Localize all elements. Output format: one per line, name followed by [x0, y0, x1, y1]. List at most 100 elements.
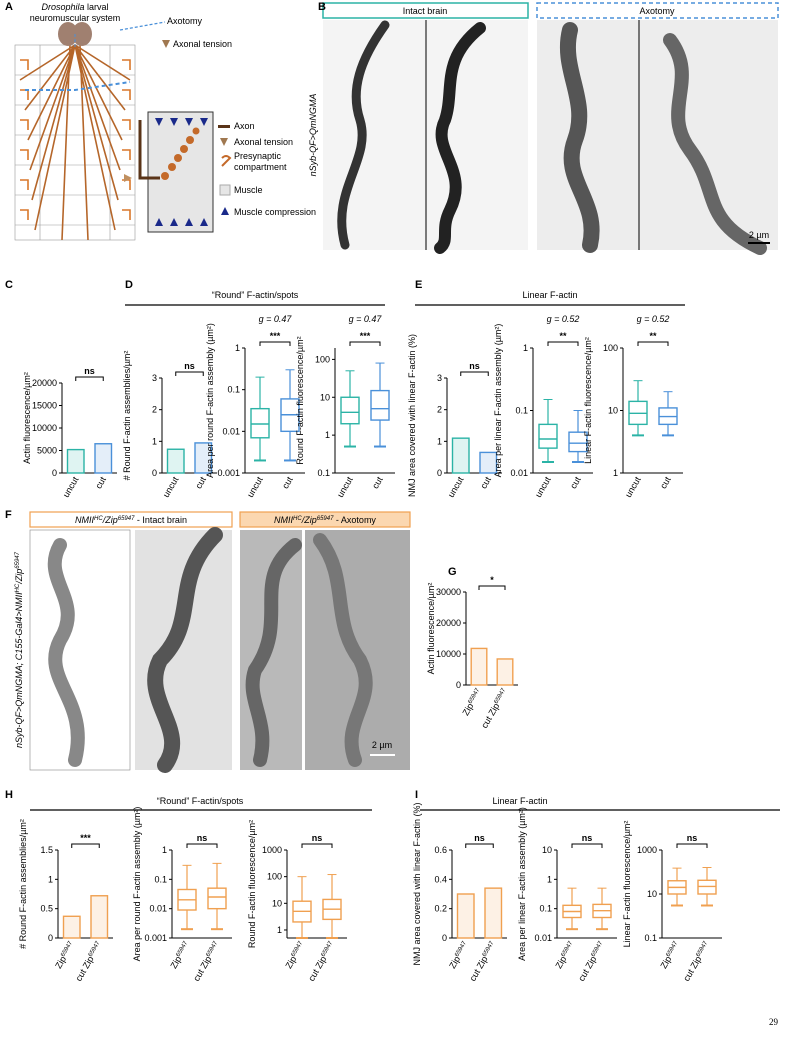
diagram-title: neuromuscular system [30, 13, 121, 23]
y-tick-label: 1.5 [40, 845, 53, 855]
box [250, 407, 270, 439]
x-tick-label: cut Zip65947 [479, 686, 510, 729]
header-box [536, 2, 779, 19]
header-text: Intact brain [403, 6, 448, 16]
y-tick-label: 0.1 [227, 385, 240, 395]
significance-label: ns [197, 833, 208, 843]
significance-bracket [460, 371, 489, 376]
bar [94, 443, 113, 474]
box [340, 396, 360, 425]
significance-label: ns [312, 833, 323, 843]
y-axis-label: Round F-actin fluorescence/µm² [247, 820, 257, 948]
body-outline [14, 44, 136, 241]
text-part: 65947 [291, 940, 305, 958]
bar [62, 915, 81, 939]
panel-letter: I [415, 789, 418, 801]
y-tick-label: 1 [523, 343, 528, 353]
y-tick-label: 15000 [32, 401, 57, 411]
y-tick-label: 0.2 [434, 904, 447, 914]
text-part: cut Zip [576, 954, 598, 982]
y-tick-label: 0.5 [40, 904, 53, 914]
y-tick-label: 0.6 [434, 845, 447, 855]
y-tick-label: 10 [272, 898, 282, 908]
text-part: - Axotomy [333, 515, 376, 525]
panel-letter: E [415, 279, 422, 291]
x-tick-label: uncut [335, 475, 355, 499]
significance-bracket [637, 341, 669, 346]
header-box [322, 2, 529, 19]
significance-bracket [75, 376, 104, 381]
significance-bracket [186, 843, 218, 848]
y-tick-label: 0 [152, 468, 157, 478]
text-part: /Zip [301, 515, 317, 525]
significance-label: * [490, 575, 494, 585]
bar [496, 658, 514, 686]
text-part: /Zip [14, 569, 24, 585]
y-tick-label: 1 [277, 925, 282, 935]
effect-size: g = 0.52 [637, 314, 670, 324]
header-box [29, 511, 233, 528]
text-part: 65947 [494, 687, 508, 705]
y-tick-label: 0 [442, 933, 447, 943]
x-tick-label: cut [658, 475, 673, 491]
y-tick-label: 0.001 [144, 933, 167, 943]
x-tick-label: uncut [161, 475, 181, 499]
header-text: NMIIHC/Zip65947 - Axotomy [274, 515, 376, 525]
legend-tension [220, 138, 228, 146]
text-part: cut Zip [479, 701, 501, 729]
text-part: cut Zip [306, 954, 328, 982]
legend-text: Muscle [234, 185, 263, 195]
bar [451, 437, 470, 474]
box [370, 389, 390, 421]
x-tick-label: uncut [446, 475, 466, 499]
legend-bouton [221, 155, 232, 167]
x-tick-label: Zip65947 [447, 939, 471, 970]
text-part: cut Zip [467, 954, 489, 982]
y-tick-label: 0.001 [217, 468, 240, 478]
x-tick-label: Zip65947 [283, 939, 307, 970]
panel-letter: A [5, 1, 13, 13]
legend-text: Muscle compression [234, 207, 316, 217]
y-tick-label: 0.01 [149, 904, 167, 914]
significance-bracket [571, 843, 603, 848]
micrographs-b [323, 20, 778, 255]
bar [484, 887, 503, 939]
significance-label: ns [469, 361, 480, 371]
panel-letter: C [5, 279, 13, 291]
significance-bracket [547, 341, 579, 346]
text-part: 65947 [482, 940, 496, 958]
nmjs [20, 59, 131, 220]
y-axis-label: Linear F-actin fluorescence/µm² [583, 337, 593, 464]
y-tick-label: 10 [647, 889, 657, 899]
y-tick-label: 5000 [37, 446, 57, 456]
x-tick-label: cut Zip65947 [576, 939, 607, 982]
text-part: 65947 [15, 551, 21, 568]
axotomy-pointer [119, 21, 166, 31]
x-tick-label: uncut [533, 475, 553, 499]
x-tick-label: uncut [61, 475, 81, 499]
text-part: 65947 [88, 940, 102, 958]
y-tick-label: 3 [437, 373, 442, 383]
y-axis-label: Actin fluorescence/µm² [22, 372, 32, 464]
brain [58, 22, 78, 46]
y-tick-label: 0.01 [222, 426, 240, 436]
legend-muscle [219, 184, 231, 196]
y-tick-label: 1 [152, 436, 157, 446]
inset-tension [124, 174, 132, 182]
text-part: larval [85, 2, 109, 12]
y-axis-label: Area per linear F-actin assembly (µm²) [517, 807, 527, 961]
y-axis-label: NMJ area covered with linear F-actin (%) [412, 802, 422, 965]
bar [456, 893, 475, 939]
y-tick-label: 10000 [436, 649, 461, 659]
significance-bracket [259, 341, 291, 346]
panel-letter: F [5, 509, 12, 521]
y-tick-label: 100 [603, 343, 618, 353]
y-axis-label: Actin fluorescence/µm² [426, 583, 436, 675]
significance-bracket [349, 341, 381, 346]
y-tick-label: 10 [542, 845, 552, 855]
x-tick-label: cut Zip65947 [467, 939, 498, 982]
tension-label: Axonal tension [173, 39, 232, 49]
y-tick-label: 10 [608, 406, 618, 416]
x-tick-label: cut [370, 475, 385, 491]
header-box [239, 511, 411, 528]
